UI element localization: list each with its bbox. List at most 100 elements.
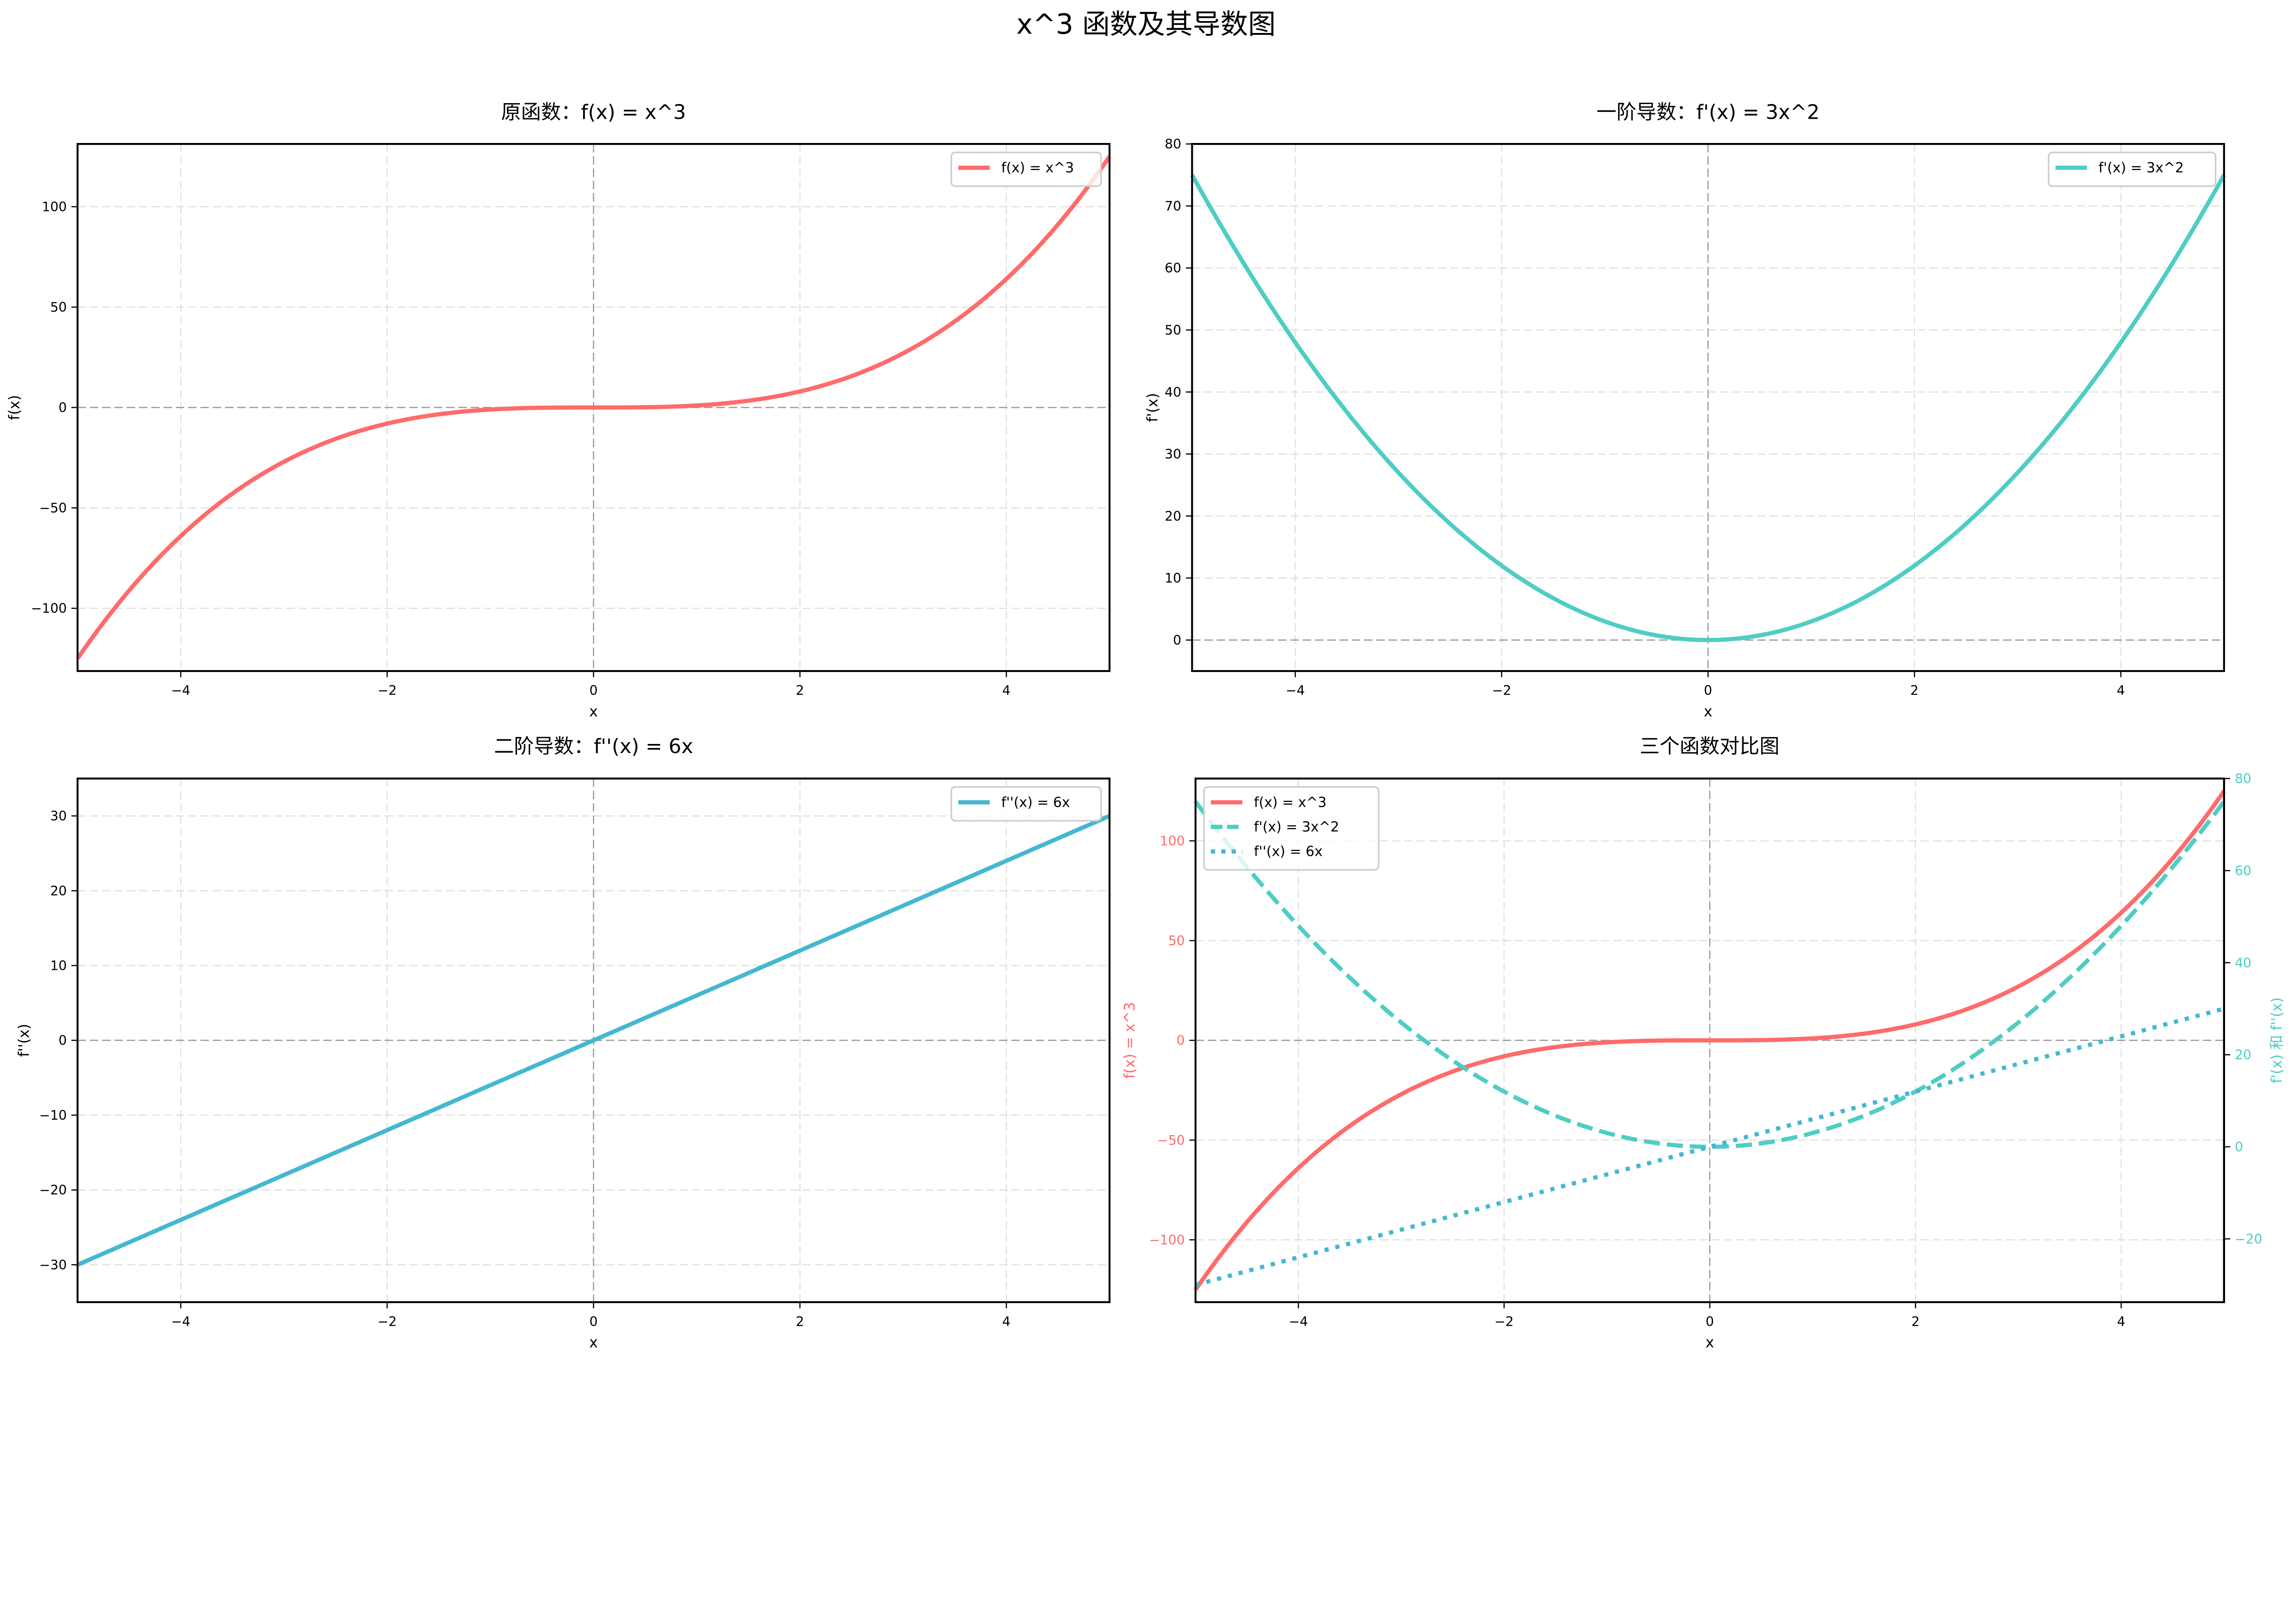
x-tick-label: −2 xyxy=(378,683,397,698)
y-axis-label: f''(x) xyxy=(15,1024,33,1057)
legend-box xyxy=(950,151,1102,187)
y-axis-label-right: f'(x) 和 f''(x) xyxy=(2268,997,2285,1084)
y-axis-label-left: f(x) = x^3 xyxy=(1121,1002,1138,1079)
panel-first-derivative: 一阶导数：f'(x) = 3x^2 −4 −2 0 2 4 0 10 20 30 40 50 60 7… xyxy=(1144,101,2226,720)
y-right-tick-label: 80 xyxy=(2235,771,2251,787)
panel-title: 一阶导数：f'(x) = 3x^2 xyxy=(1597,101,1820,124)
x-axis-ticks: −4 −2 0 2 4 xyxy=(1286,671,2125,698)
panel-original-function: 原函数：f(x) = x^3 −4 −2 0 2 4 −100 −50 0 50 100 x f… xyxy=(6,101,1112,720)
y-tick-label: 100 xyxy=(1160,834,1185,849)
series-line xyxy=(1194,790,2226,1291)
y-tick-label: 0 xyxy=(1173,633,1181,648)
legend-label: f'(x) = 3x^2 xyxy=(2099,160,2184,176)
panel-title: 原函数：f(x) = x^3 xyxy=(501,101,686,124)
x-tick-label: 2 xyxy=(1912,1314,1920,1329)
x-tick-label: −4 xyxy=(171,1314,190,1329)
x-tick-label: 4 xyxy=(2117,1314,2125,1329)
x-tick-label: 0 xyxy=(590,1314,598,1329)
x-axis-ticks: −4 −2 0 2 4 xyxy=(171,671,1010,698)
x-tick-label: 4 xyxy=(1002,1314,1010,1329)
legend: f(x) = x^3 f'(x) = 3x^2 f''(x) = 6x xyxy=(1203,786,1380,871)
y-tick-label: −10 xyxy=(39,1108,67,1123)
x-axis-label: x xyxy=(1705,1334,1714,1351)
x-tick-label: −4 xyxy=(171,683,190,698)
y-tick-label: 20 xyxy=(50,883,67,898)
y-tick-label: 20 xyxy=(1165,509,1181,524)
series-line xyxy=(1190,174,2226,642)
plot-lines xyxy=(1194,790,2226,1291)
y-tick-label: 10 xyxy=(50,958,67,974)
y-right-tick-label: 20 xyxy=(2235,1047,2251,1062)
y-tick-label: 70 xyxy=(1165,198,1181,214)
y-tick-label: 0 xyxy=(59,400,67,415)
y-tick-label: 50 xyxy=(1165,323,1181,338)
legend: f'(x) = 3x^2 xyxy=(2048,151,2217,187)
y-tick-label: 0 xyxy=(59,1033,67,1048)
y-tick-label: −100 xyxy=(1149,1233,1185,1248)
figure-title: x^3 函数及其导数图 xyxy=(1016,9,1276,41)
plot-lines xyxy=(76,155,1112,660)
x-tick-label: 2 xyxy=(796,683,804,698)
x-tick-label: 4 xyxy=(1002,683,1010,698)
panel-second-derivative: 二阶导数：f''(x) = 6x −4 −2 0 2 4 −30−20−10010203… xyxy=(15,735,1111,1351)
figure-background xyxy=(0,0,2292,1360)
x-tick-label: 0 xyxy=(1704,683,1712,698)
series-line xyxy=(1194,800,2226,1149)
x-tick-label: −2 xyxy=(378,1314,397,1329)
y-tick-label: −20 xyxy=(39,1183,67,1198)
series-line xyxy=(77,814,1111,1267)
y-right-tick-label: −20 xyxy=(2235,1232,2262,1247)
y-right-tick-label: 0 xyxy=(2235,1140,2243,1155)
legend-label: f(x) = x^3 xyxy=(1254,794,1327,810)
x-axis-label: x xyxy=(589,703,598,720)
y-tick-label: 40 xyxy=(1165,385,1181,400)
y-tick-label: 30 xyxy=(50,809,67,824)
x-tick-label: 0 xyxy=(590,683,598,698)
x-axis-label: x xyxy=(1704,703,1713,720)
y-axis-ticks: 0 10 20 30 40 50 60 70 80 xyxy=(1165,137,1192,648)
x-tick-label: 4 xyxy=(2117,683,2125,698)
y-tick-label: 0 xyxy=(1176,1033,1185,1048)
plot-lines xyxy=(1190,174,2226,642)
y-tick-label: −30 xyxy=(39,1257,67,1272)
legend: f(x) = x^3 xyxy=(950,151,1102,187)
legend-label: f(x) = x^3 xyxy=(1001,160,1074,176)
y-tick-label: −50 xyxy=(39,501,67,516)
legend-box xyxy=(2048,151,2217,187)
x-tick-label: −4 xyxy=(1289,1314,1308,1329)
x-axis-label: x xyxy=(589,1334,598,1351)
x-tick-label: −4 xyxy=(1286,683,1305,698)
y-axis-ticks: −100 −50 0 50 100 xyxy=(31,199,78,616)
panel-title: 二阶导数：f''(x) = 6x xyxy=(494,735,693,758)
x-tick-label: 2 xyxy=(1910,683,1918,698)
y-axis-ticks: −30 −20 −10 0 10 20 30 xyxy=(39,809,78,1272)
y-tick-label: 50 xyxy=(50,300,67,315)
y-tick-label: 50 xyxy=(1168,933,1185,948)
y-axis-label: f(x) xyxy=(6,395,23,420)
x-tick-label: 2 xyxy=(796,1314,804,1329)
y-tick-label: 100 xyxy=(42,199,66,215)
legend-box xyxy=(1203,786,1380,871)
x-tick-label: −2 xyxy=(1494,1314,1514,1329)
series-line xyxy=(76,155,1112,660)
y-axis-ticks-right: −20 0 20 40 60 80 xyxy=(2223,771,2262,1302)
legend: f''(x) = 6x xyxy=(950,786,1102,822)
x-axis-ticks: −4 −2 0 2 4 xyxy=(171,1302,1010,1329)
x-tick-label: −2 xyxy=(1492,683,1511,698)
figure: x^3 函数及其导数图 原函数：f(x) = x^3 −4 −2 0 2 4 −100−… xyxy=(0,0,2292,1360)
y-tick-label: −50 xyxy=(1157,1133,1185,1148)
y-right-tick-label: 60 xyxy=(2235,863,2251,878)
plot-lines xyxy=(77,814,1111,1267)
y-right-tick-label: 40 xyxy=(2235,955,2251,970)
y-axis-label: f'(x) xyxy=(1144,393,1161,422)
x-tick-label: 0 xyxy=(1706,1314,1714,1329)
y-axis-ticks-left: −100 −50 0 50 100 xyxy=(1149,834,1196,1248)
legend-label: f'(x) = 3x^2 xyxy=(1254,819,1339,835)
legend-box xyxy=(950,786,1102,822)
y-tick-label: −100 xyxy=(31,601,67,616)
panel-title: 三个函数对比图 xyxy=(1640,735,1780,758)
y-tick-label: 30 xyxy=(1165,447,1181,462)
y-tick-label: 60 xyxy=(1165,261,1181,276)
x-axis-ticks: −4 −2 0 2 4 xyxy=(1289,1302,2125,1329)
